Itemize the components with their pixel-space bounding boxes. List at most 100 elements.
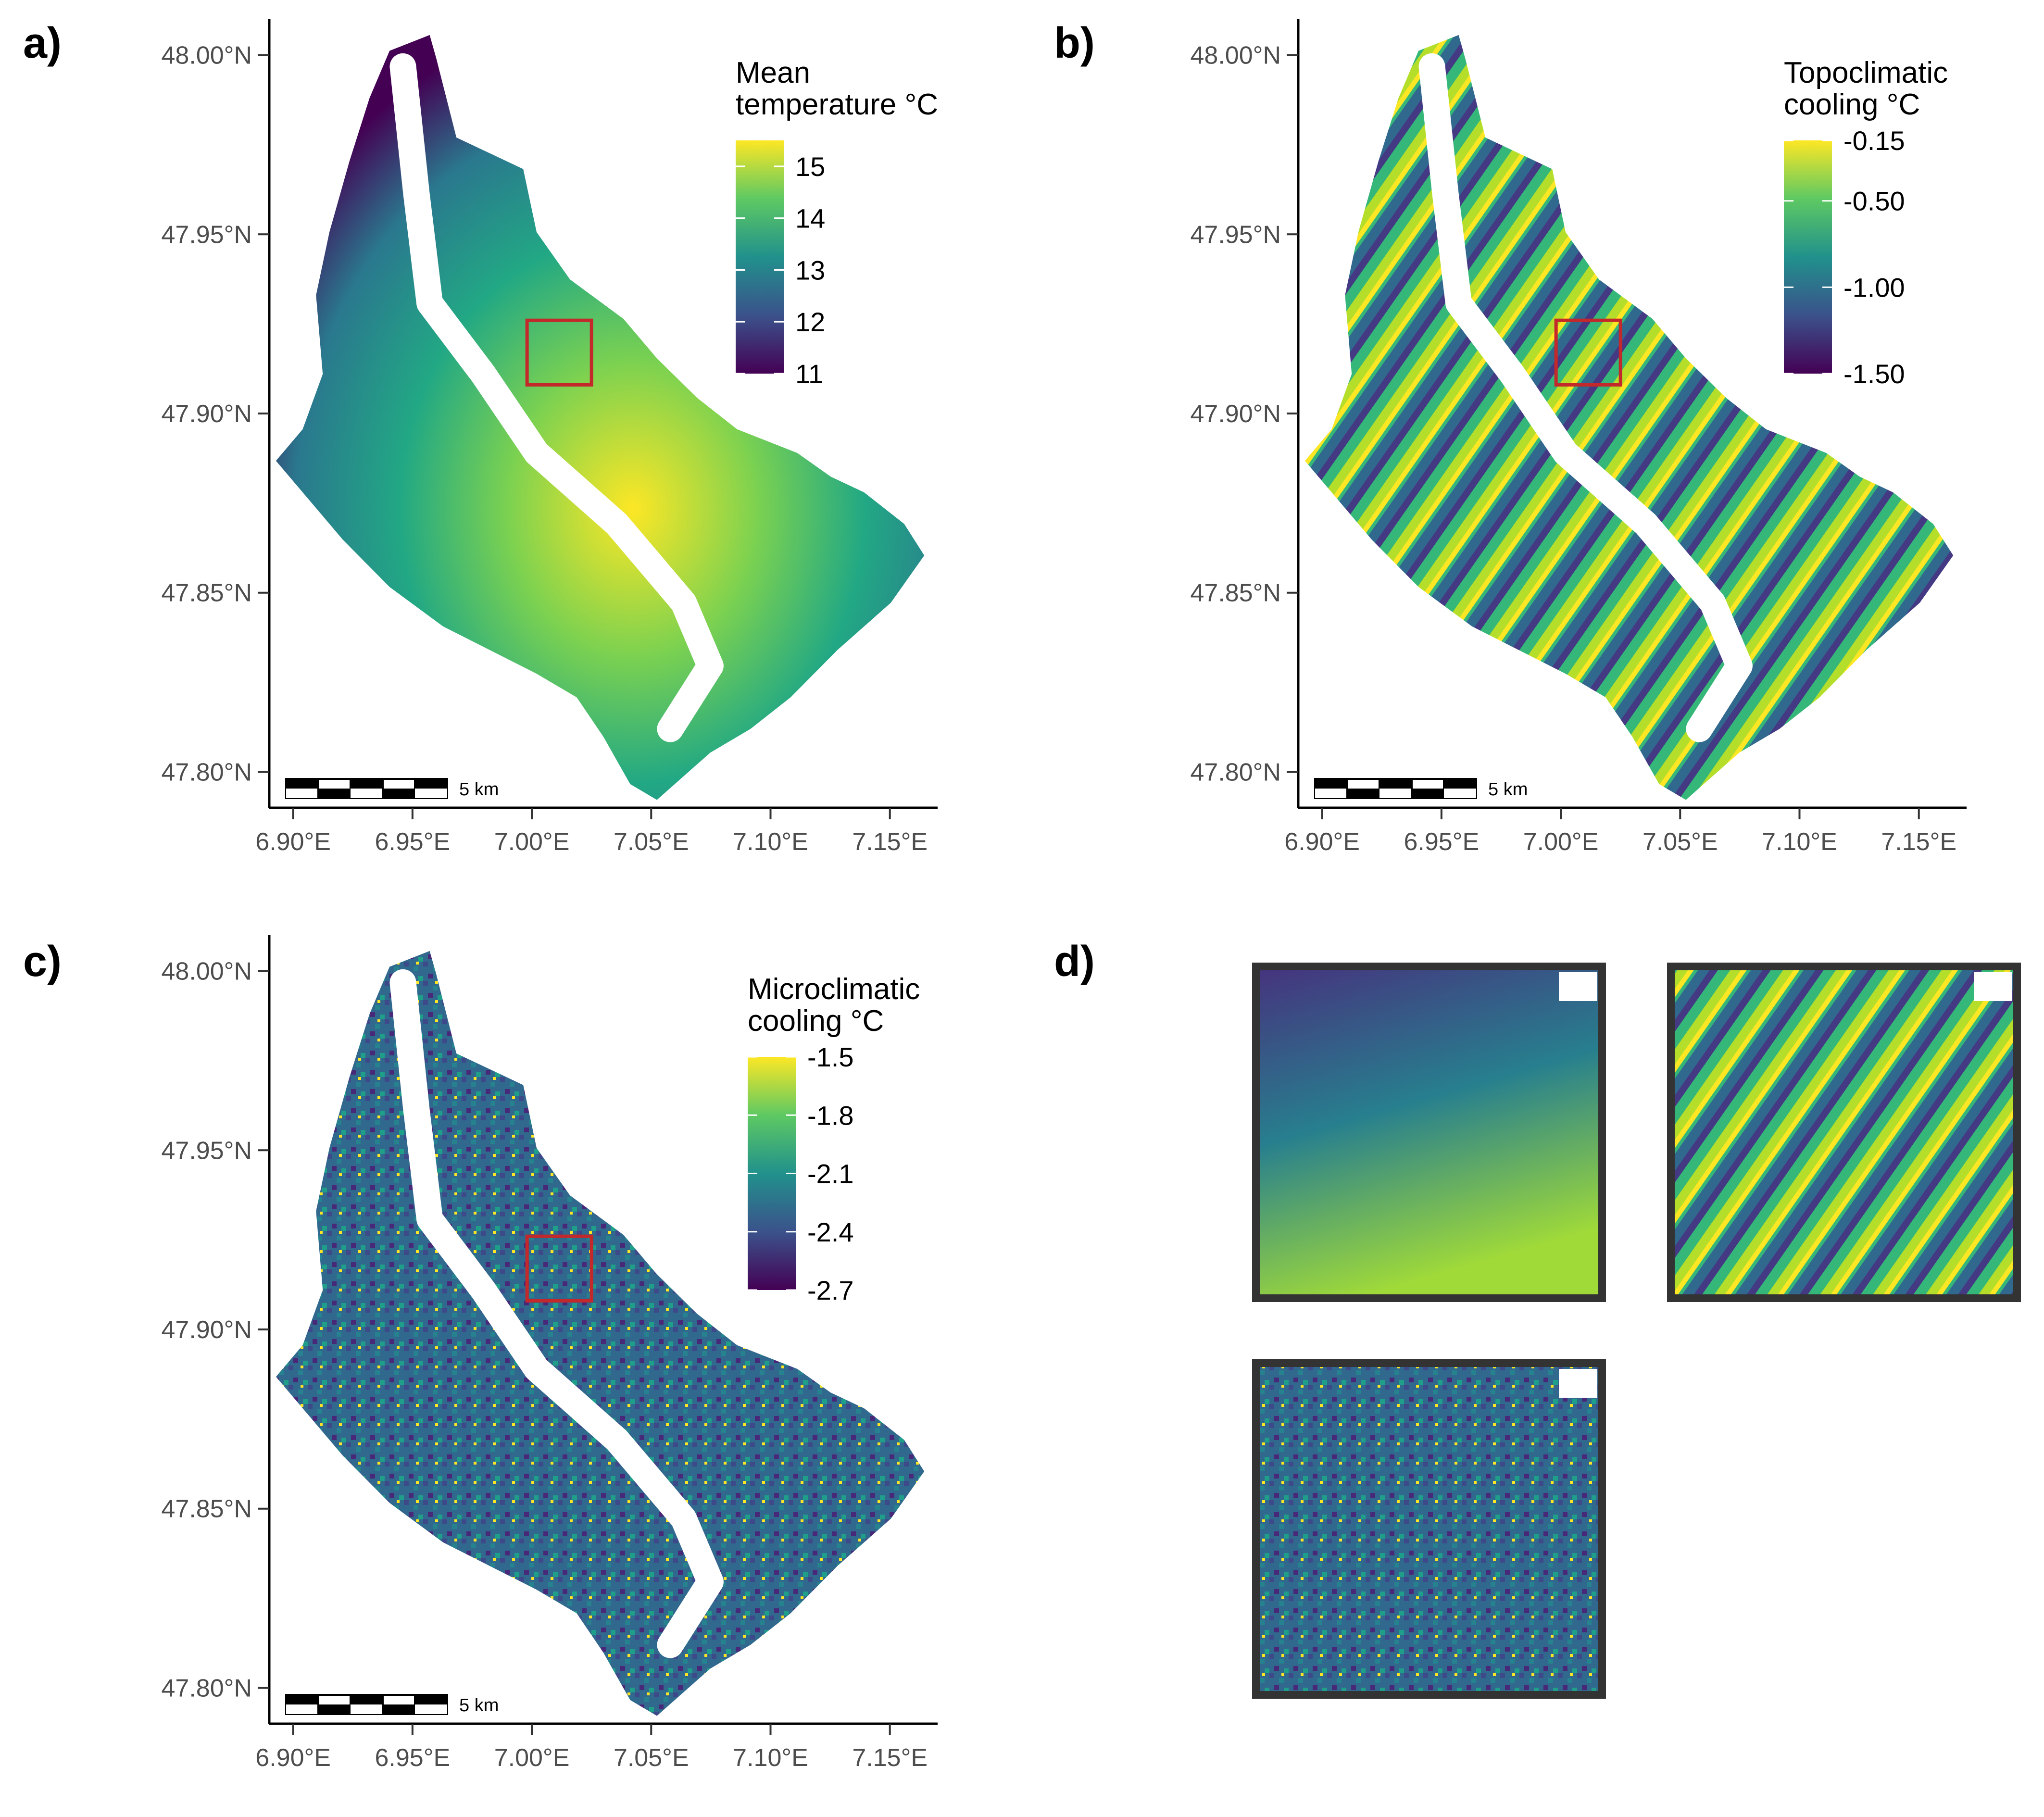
scale-bar-segment [1444,789,1476,798]
y-tick-label: 48.00°N [1191,42,1281,70]
colorbar-tick-label: -1.50 [1843,359,1905,389]
legend-title: Topoclimatic [1784,56,1948,89]
y-tick-label: 47.90°N [162,1316,252,1344]
map-panel-b: b) 48.00°N 47.95°N 47.90°N 47.85°N 47.80°N 6.9… [1054,19,1967,856]
x-tick-label: 7.10°E [1762,828,1837,856]
x-tick-label: 6.95°E [1404,828,1480,856]
y-tick-label: 47.85°N [162,579,252,607]
x-tick-label: 7.00°E [494,828,570,856]
scale-bar-label: 5 km [459,1695,499,1716]
y-tick-label: 48.00°N [162,42,252,70]
inset-topoclimatic-cooling [1667,963,2021,1302]
panel-label-d: d) [1054,938,1095,986]
colorbar [736,140,784,374]
x-tick-label: 6.95°E [375,1744,451,1772]
panel-label-a: a) [23,19,62,67]
y-tick-label: 47.80°N [1191,758,1281,786]
map-raster-b [1304,35,1954,800]
inset-frame [1252,963,1606,1302]
inset-frame [1667,963,2021,1302]
no-data-patch [1559,1369,1597,1398]
colorbar-tick-label: -0.15 [1843,125,1905,156]
x-tick-label: 6.90°E [1284,828,1360,856]
scale-bar-segment [318,1704,351,1714]
y-tick-label: 47.85°N [162,1495,252,1523]
scale-bar-label: 5 km [1488,779,1528,800]
panel-label-b: b) [1054,19,1095,67]
inset-extent-box [1554,318,1622,387]
scale-bar-segment [383,1704,415,1714]
y-tick-label: 47.90°N [1191,400,1281,428]
valley-floor-mask [1418,53,1753,742]
y-tick-label: 47.90°N [162,400,252,428]
valley-floor-mask [389,53,724,742]
inset-extent-box [525,1234,593,1303]
colorbar-tick-label: 13 [795,255,825,285]
colorbar-tick-label: -1.5 [807,1042,854,1072]
y-tick-label: 47.85°N [1191,579,1281,607]
scale-bar-segment [318,789,351,798]
map-raster-a [276,35,925,800]
scale-bar-segment [1379,789,1412,798]
no-data-patch [1974,972,2012,1001]
colorbar-tick-label: -0.50 [1843,186,1905,216]
colorbar-tick-label: -1.8 [807,1100,854,1130]
panel-label-c: c) [23,938,62,986]
scale-bar-segment [1315,789,1347,798]
x-tick-label: 7.05°E [614,828,689,856]
x-tick-label: 6.90°E [255,1744,331,1772]
inset-extent-box [525,318,593,387]
x-tick-label: 6.90°E [255,828,331,856]
inset-raster [1256,966,1602,1298]
colorbar-tick-label: -2.1 [807,1159,854,1189]
x-tick-label: 7.05°E [614,1744,689,1772]
colorbar-tick-label: 12 [795,307,825,337]
map-raster-c [276,951,925,1716]
scale-bar-segment [1412,789,1444,798]
inset-raster [1256,1363,1602,1695]
x-tick-label: 7.10°E [733,1744,808,1772]
y-tick-label: 48.00°N [162,958,252,986]
scale-bar-segment [415,789,447,798]
scale-bar-label: 5 km [459,779,499,800]
scale-bar-segment [1347,789,1379,798]
y-tick-label: 47.95°N [162,1137,252,1165]
legend-title: Mean [736,56,810,89]
x-tick-label: 7.05°E [1643,828,1718,856]
scale-bar-segment [351,789,383,798]
y-tick-label: 47.80°N [162,758,252,786]
y-tick-label: 47.80°N [162,1674,252,1702]
legend-title: Microclimatic [748,973,920,1006]
colorbar-tick-label: -2.4 [807,1217,854,1247]
x-tick-label: 7.15°E [852,1744,928,1772]
scale-bar-segment [383,789,415,798]
scale-bar-segment [415,1704,447,1714]
y-tick-label: 47.95°N [1191,221,1281,249]
x-tick-label: 6.95°E [375,828,451,856]
map-panel-c: c) 48.00°N 47.95°N 47.90°N 47.85°N 47.80°N 6.9… [23,935,938,1772]
colorbar-tick-label: 15 [795,151,825,182]
inset-frame [1252,1359,1606,1699]
x-tick-label: 7.10°E [733,828,808,856]
inset-panel-d: d) [1054,938,2021,1699]
colorbar-tick-label: -2.7 [807,1275,854,1305]
inset-raster [1671,966,2017,1298]
scale-bar-segment [286,789,318,798]
scale-bar-segment [286,1704,318,1714]
inset-microclimatic-cooling [1252,1359,1606,1699]
x-tick-label: 7.00°E [1523,828,1599,856]
no-data-patch [1559,972,1597,1001]
x-tick-label: 7.15°E [1881,828,1956,856]
colorbar-tick-label: 11 [795,359,823,389]
colorbar-tick-label: -1.00 [1843,272,1905,302]
colorbar-tick-label: 14 [795,203,825,234]
colorbar [1784,140,1832,374]
y-tick-label: 47.95°N [162,221,252,249]
inset-mean-temperature [1252,963,1606,1302]
map-panel-a: a) 48.00°N 47.95°N 47.90°N 47.85°N 47.80°N 6.9… [23,19,938,856]
x-tick-label: 7.15°E [852,828,928,856]
